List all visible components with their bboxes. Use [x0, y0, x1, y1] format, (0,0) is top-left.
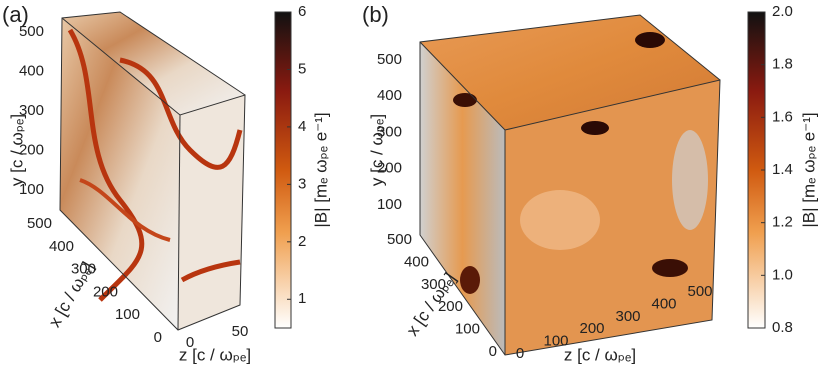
y-tick-label: 200 [19, 141, 44, 158]
y-tick-label: 200 [377, 160, 402, 177]
panel-label: (b) [362, 2, 389, 27]
y-tick-label: 100 [377, 196, 402, 213]
colorbar-tick-label: 1.8 [772, 56, 793, 73]
colorbar-tick-label: 6 [298, 3, 306, 20]
y-tick-label: 300 [19, 102, 44, 119]
y-tick-label: 500 [377, 51, 402, 68]
x-tick-label: 100 [455, 321, 480, 338]
colorbar-tick-label: 1 [298, 290, 306, 307]
x-tick-label: 200 [438, 298, 463, 315]
colorbar-tick-label: 1.6 [772, 108, 793, 125]
x-tick-label: 500 [27, 215, 52, 232]
x-tick-label: 200 [93, 283, 118, 300]
colorbar-tick-label: 2.0 [772, 3, 793, 20]
z-tick-label: 200 [579, 320, 604, 337]
z-tick-label: 50 [232, 323, 249, 340]
colorbar-tick-label: 5 [298, 60, 306, 77]
z-tick-label: 100 [543, 333, 568, 350]
colorbar-tick-label: 1.0 [772, 266, 793, 283]
y-tick-label: 400 [377, 87, 402, 104]
z-tick-label: 0 [186, 334, 194, 351]
z-tick-label: 500 [687, 283, 712, 300]
colorbar-tick-label: 4 [298, 118, 306, 135]
y-tick-label: 100 [19, 181, 44, 198]
colorbar-tick-label: 3 [298, 175, 306, 192]
x-tick-label: 300 [71, 261, 96, 278]
colorbar-tick-label: 0.8 [772, 319, 793, 336]
z-tick-label: 400 [651, 295, 676, 312]
z-tick-label: 300 [615, 308, 640, 325]
y-axis-label: y [c / ωₚₑ] [367, 114, 386, 186]
panel-label: (a) [2, 2, 29, 27]
x-tick-label: 0 [489, 343, 497, 360]
y-tick-label: 400 [19, 62, 44, 79]
volume-a [59, 11, 246, 331]
x-tick-label: 400 [49, 238, 74, 255]
colorbar-tick-label: 2 [298, 233, 306, 250]
x-tick-label: 400 [404, 253, 429, 270]
x-tick-label: 100 [115, 306, 140, 323]
x-tick-label: 500 [387, 231, 412, 248]
z-axis-label: z [c / ωₚₑ] [564, 345, 636, 364]
x-tick-label: 300 [421, 276, 446, 293]
colorbar-tick-label: 1.4 [772, 161, 793, 178]
y-axis-label: y [c / ωₚₑ] [7, 114, 26, 186]
y-tick-label: 300 [377, 123, 402, 140]
volume-b [419, 14, 721, 356]
x-tick-label: 0 [154, 329, 162, 346]
colorbar-label: |B| [mₑ ωₚₑ e⁻¹] [311, 112, 330, 227]
colorbar-label: |B| [mₑ ωₚₑ e⁻¹] [799, 112, 818, 227]
z-axis-label: z [c / ωₚₑ] [179, 345, 251, 364]
y-tick-label: 500 [19, 23, 44, 40]
colorbar-a [274, 11, 292, 329]
colorbar-tick-label: 1.2 [772, 214, 793, 231]
z-tick-label: 0 [516, 345, 524, 362]
